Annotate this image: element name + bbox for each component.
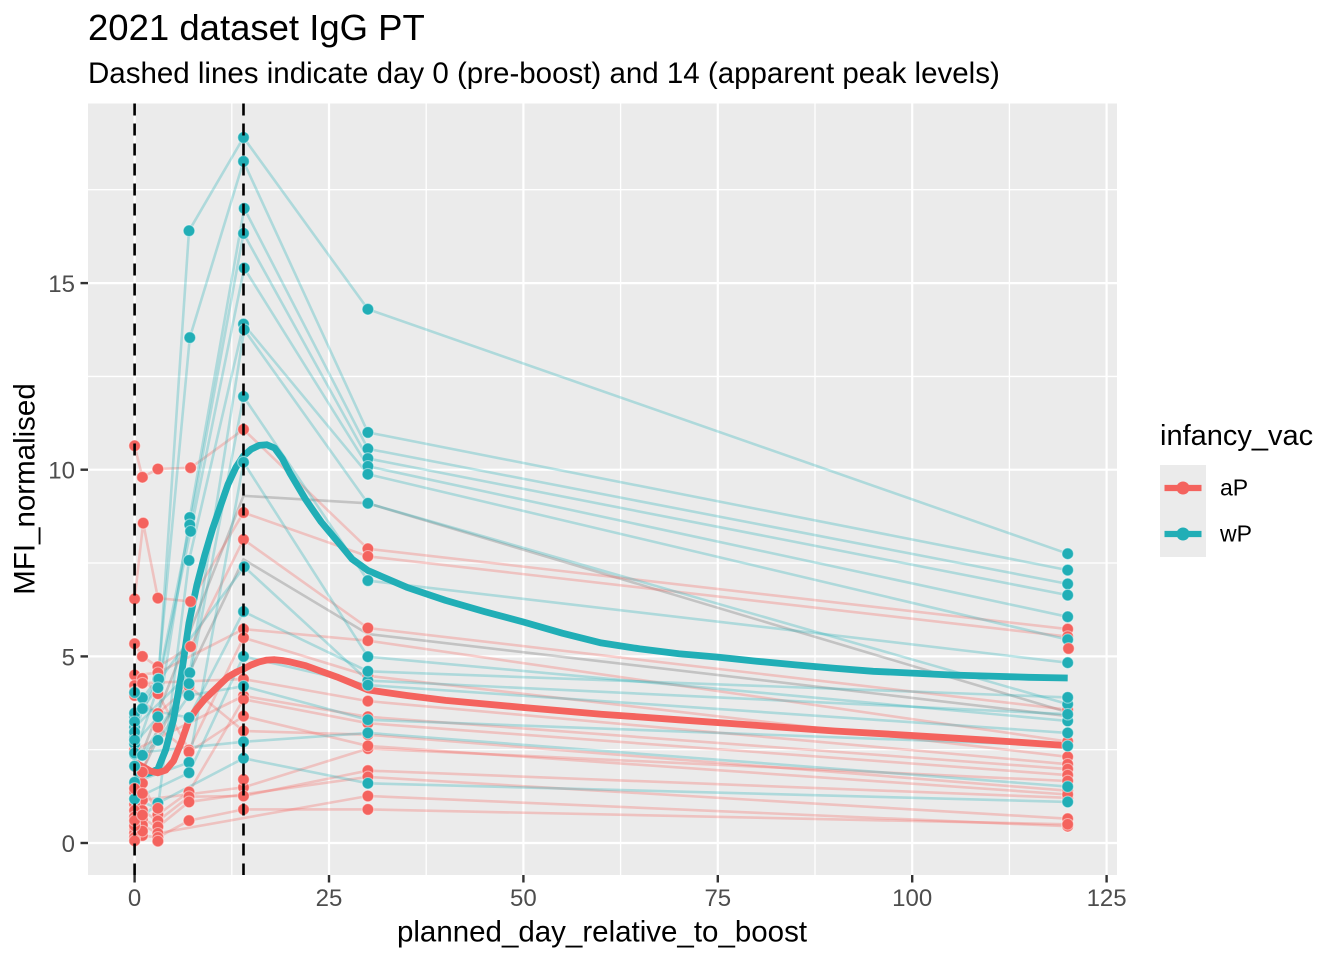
svg-text:15: 15 (48, 271, 75, 298)
svg-text:MFI_normalised: MFI_normalised (9, 383, 42, 594)
svg-text:75: 75 (704, 885, 731, 912)
svg-text:50: 50 (510, 885, 537, 912)
svg-text:0: 0 (128, 885, 141, 912)
svg-text:wP: wP (1219, 521, 1252, 547)
svg-text:5: 5 (62, 644, 75, 671)
svg-text:aP: aP (1220, 475, 1248, 501)
svg-text:100: 100 (892, 885, 932, 912)
svg-text:planned_day_relative_to_boost: planned_day_relative_to_boost (397, 916, 807, 949)
svg-text:Dashed lines indicate day 0 (p: Dashed lines indicate day 0 (pre-boost) … (88, 57, 1000, 90)
svg-text:infancy_vac: infancy_vac (1160, 420, 1313, 452)
svg-text:2021 dataset IgG PT: 2021 dataset IgG PT (88, 7, 425, 48)
svg-text:125: 125 (1087, 885, 1127, 912)
svg-text:25: 25 (316, 885, 343, 912)
svg-text:10: 10 (48, 458, 75, 485)
svg-text:0: 0 (62, 831, 75, 858)
